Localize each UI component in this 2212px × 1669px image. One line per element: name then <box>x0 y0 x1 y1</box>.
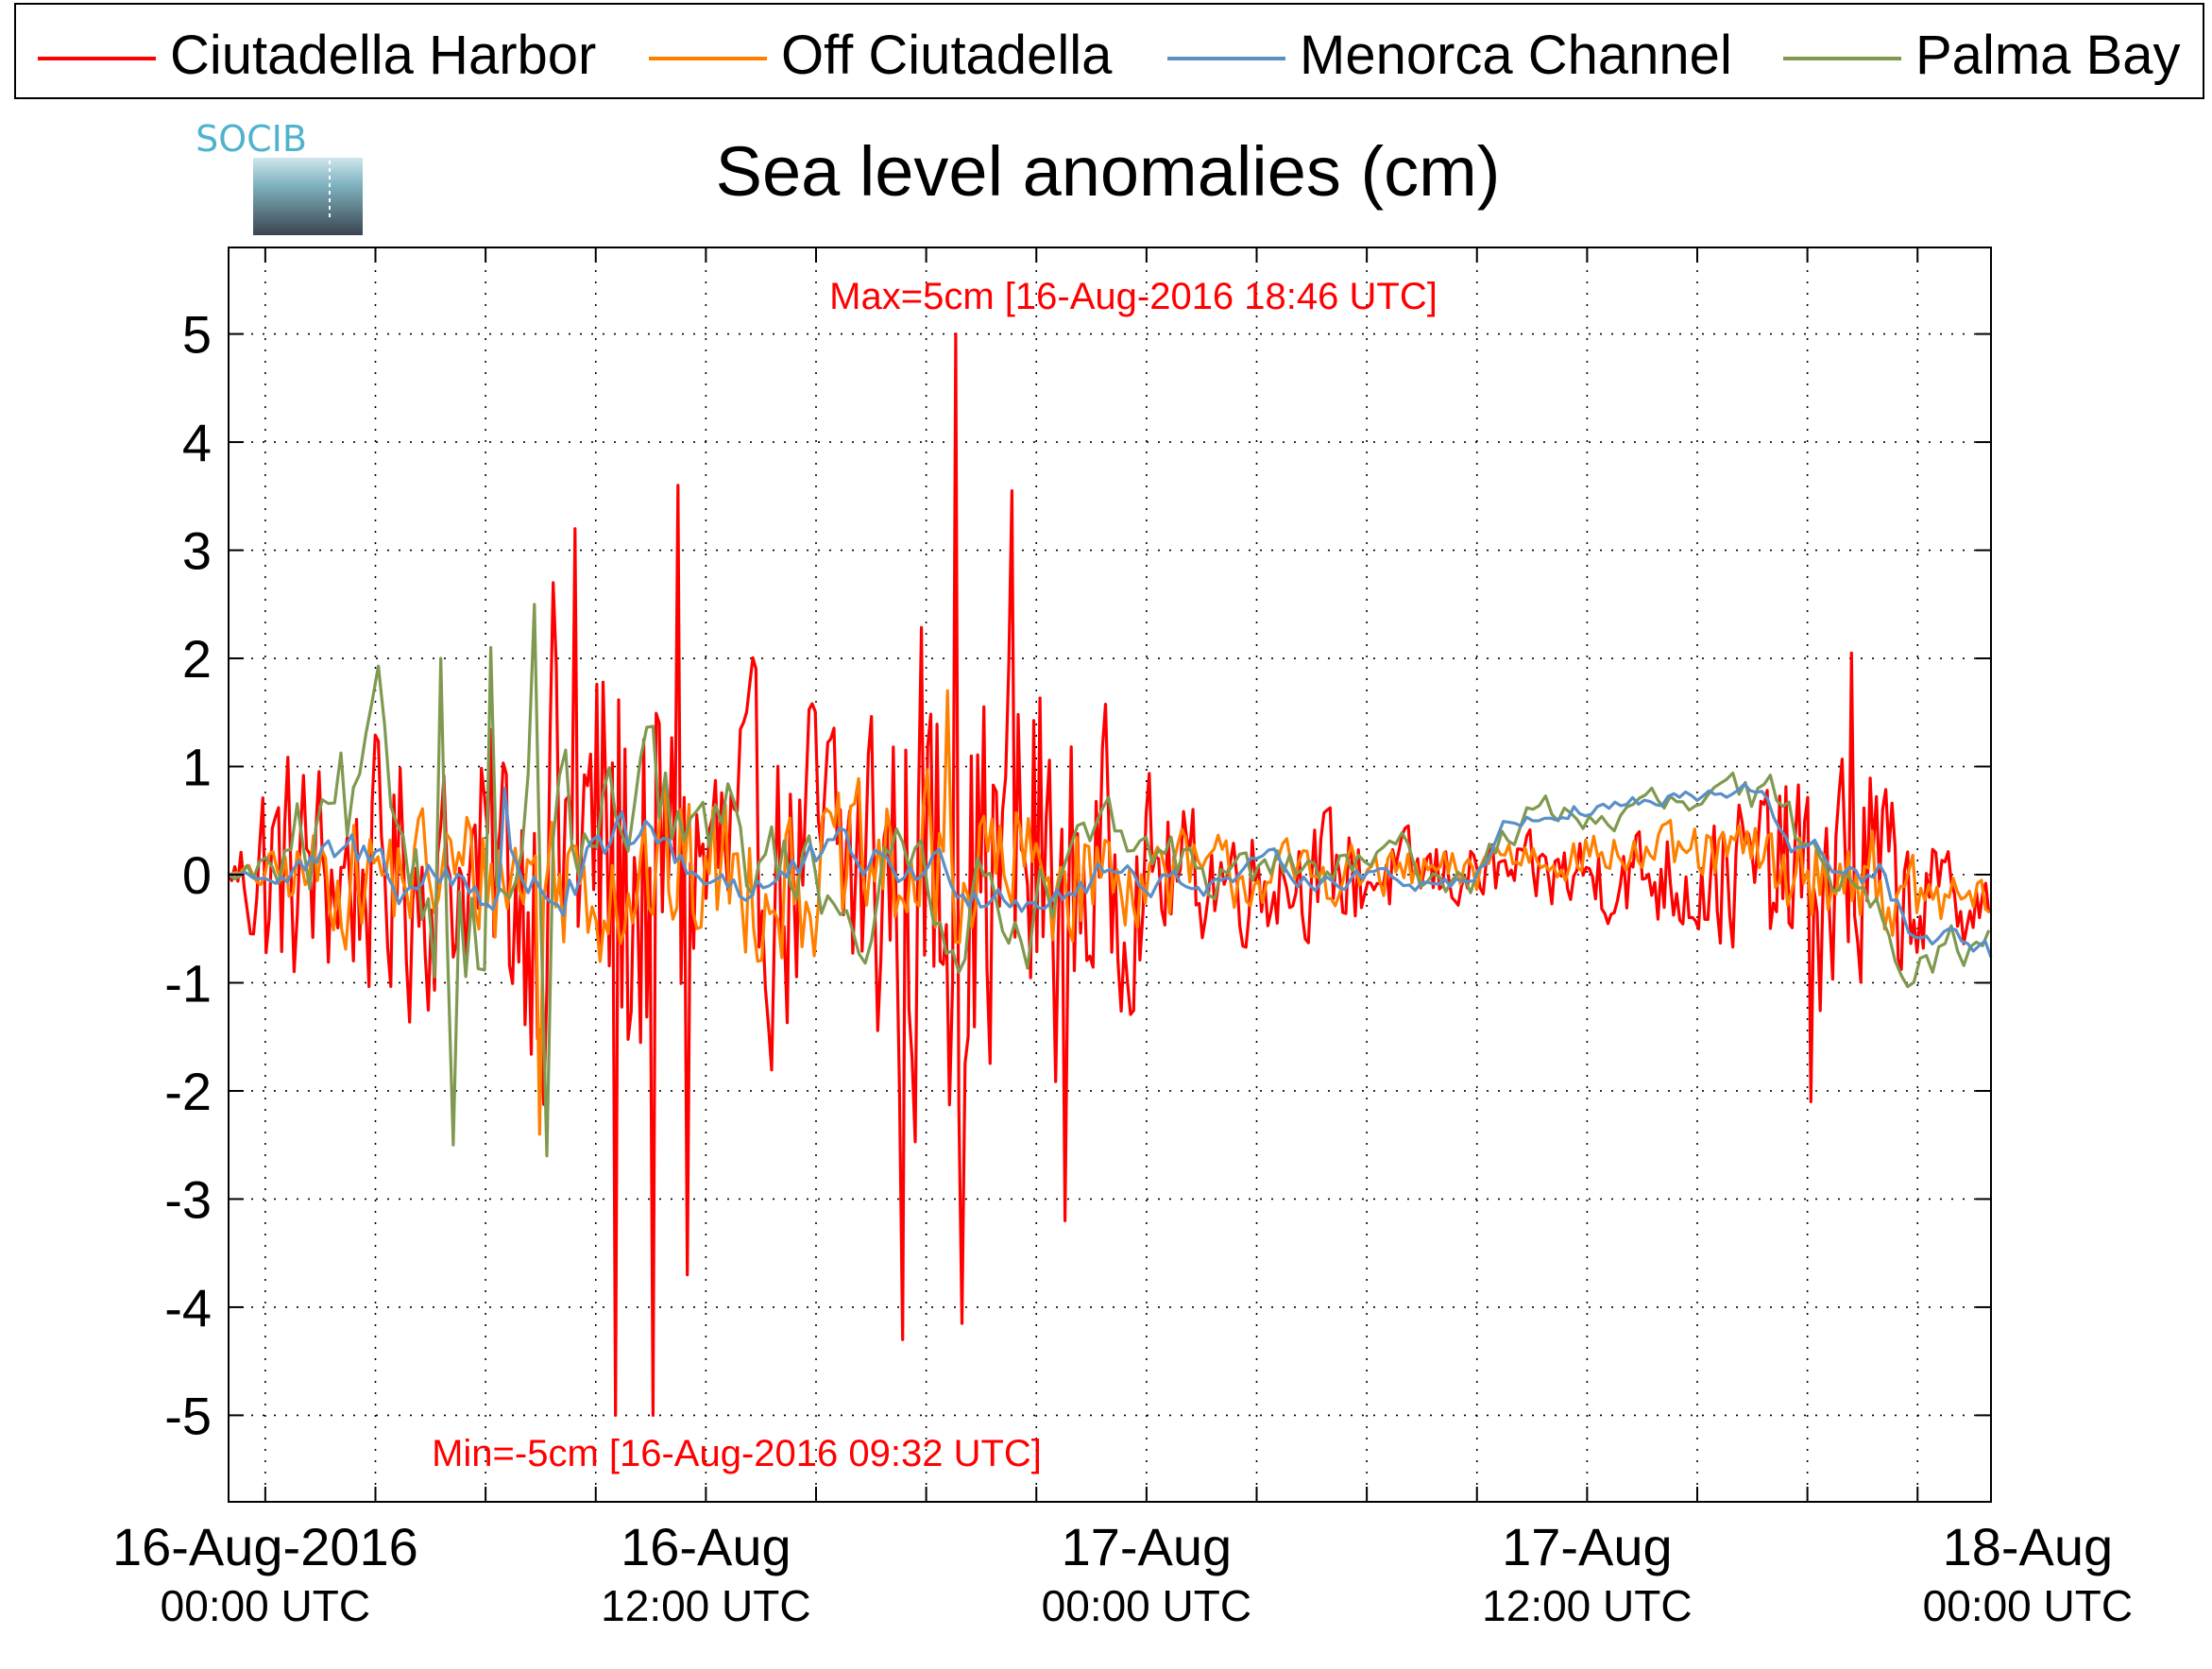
logo-text: SOCIB <box>196 118 307 160</box>
x-axis-tick-labels: 16-Aug-2016 00:00 UTC 16-Aug 12:00 UTC 17-Au… <box>112 1517 2133 1630</box>
x-tick-label: 16-Aug <box>621 1517 791 1576</box>
logo-graphic <box>253 158 363 235</box>
chart-title: Sea level anomalies (cm) <box>716 132 1501 211</box>
series-line-menorca-channel <box>228 782 1993 959</box>
x-tick-label: 18-Aug <box>1943 1517 2114 1576</box>
ticks <box>229 247 1991 1502</box>
legend-item-3: Palma Bay <box>1783 25 2180 86</box>
y-tick-label: -3 <box>164 1169 212 1229</box>
y-tick-label: -1 <box>164 953 212 1013</box>
y-tick-label: 2 <box>182 629 212 689</box>
y-tick-label: -2 <box>164 1062 212 1121</box>
legend-item-0: Ciutadella Harbor <box>38 25 596 86</box>
y-tick-label: 5 <box>182 305 212 365</box>
legend-item-1: Off Ciutadella <box>649 25 1113 86</box>
socib-logo: SOCIB <box>196 118 363 235</box>
y-tick-label: -4 <box>164 1278 212 1337</box>
x-tick-label: 17-Aug <box>1502 1517 1673 1576</box>
x-tick-sublabel: 00:00 UTC <box>1042 1581 1251 1630</box>
min-annotation: Min=-5cm [16-Aug-2016 09:32 UTC] <box>432 1433 1042 1474</box>
x-tick-label: 16-Aug-2016 <box>112 1517 418 1576</box>
y-tick-label: 3 <box>182 521 212 581</box>
y-tick-label: -5 <box>164 1386 212 1445</box>
legend-item-2: Menorca Channel <box>1167 25 1732 86</box>
x-tick-sublabel: 00:00 UTC <box>161 1581 370 1630</box>
series-line-off-ciutadella <box>228 689 1991 1136</box>
y-tick-label: 4 <box>182 413 212 472</box>
series-line-palma-bay <box>228 603 1991 1158</box>
x-tick-sublabel: 12:00 UTC <box>1482 1581 1692 1630</box>
legend-label-3: Palma Bay <box>1915 25 2180 86</box>
legend-box <box>14 3 2204 99</box>
legend: Ciutadella Harbor Off Ciutadella Menorca… <box>14 3 2204 99</box>
x-tick-sublabel: 12:00 UTC <box>601 1581 810 1630</box>
y-axis-tick-labels: -5 -4 -3 -2 -1 0 1 2 3 4 5 <box>164 305 212 1446</box>
series-line-ciutadella-harbor <box>227 332 1991 1418</box>
series-layer <box>227 332 1993 1418</box>
legend-label-0: Ciutadella Harbor <box>170 25 596 86</box>
x-tick-label: 17-Aug <box>1062 1517 1233 1576</box>
legend-label-1: Off Ciutadella <box>781 25 1113 86</box>
y-tick-label: 0 <box>182 845 212 905</box>
x-tick-sublabel: 00:00 UTC <box>1923 1581 2133 1630</box>
y-tick-label: 1 <box>182 738 212 797</box>
legend-label-2: Menorca Channel <box>1300 25 1732 86</box>
plot-area <box>227 247 1993 1503</box>
max-annotation: Max=5cm [16-Aug-2016 18:46 UTC] <box>829 276 1438 317</box>
